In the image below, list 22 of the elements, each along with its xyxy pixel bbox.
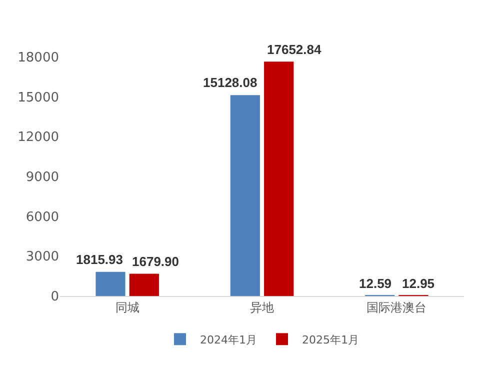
y-tick-label: 6000 xyxy=(26,210,59,225)
bar xyxy=(230,95,260,296)
x-tick-label: 国际港澳台 xyxy=(366,300,427,314)
y-tick-label: 18000 xyxy=(18,50,59,66)
bar xyxy=(96,272,126,296)
bar xyxy=(129,274,159,296)
x-tick-label: 异地 xyxy=(250,300,274,314)
bar xyxy=(264,62,294,296)
legend-label: 2025年1月 xyxy=(302,333,359,346)
x-tick-label: 同城 xyxy=(115,300,140,314)
y-tick-label: 15000 xyxy=(18,90,59,106)
data-label: 1815.93 xyxy=(76,252,123,267)
y-tick-label: 12000 xyxy=(18,130,59,146)
data-label: 17652.84 xyxy=(267,42,322,57)
y-tick-label: 9000 xyxy=(26,170,59,186)
y-tick-label: 0 xyxy=(50,290,59,305)
data-label: 12.95 xyxy=(402,276,435,291)
legend-label: 2024年1月 xyxy=(200,333,257,346)
data-label: 1679.90 xyxy=(132,254,179,269)
y-tick-label: 3000 xyxy=(26,250,59,265)
data-label: 12.59 xyxy=(359,276,392,291)
data-label: 15128.08 xyxy=(203,75,258,90)
